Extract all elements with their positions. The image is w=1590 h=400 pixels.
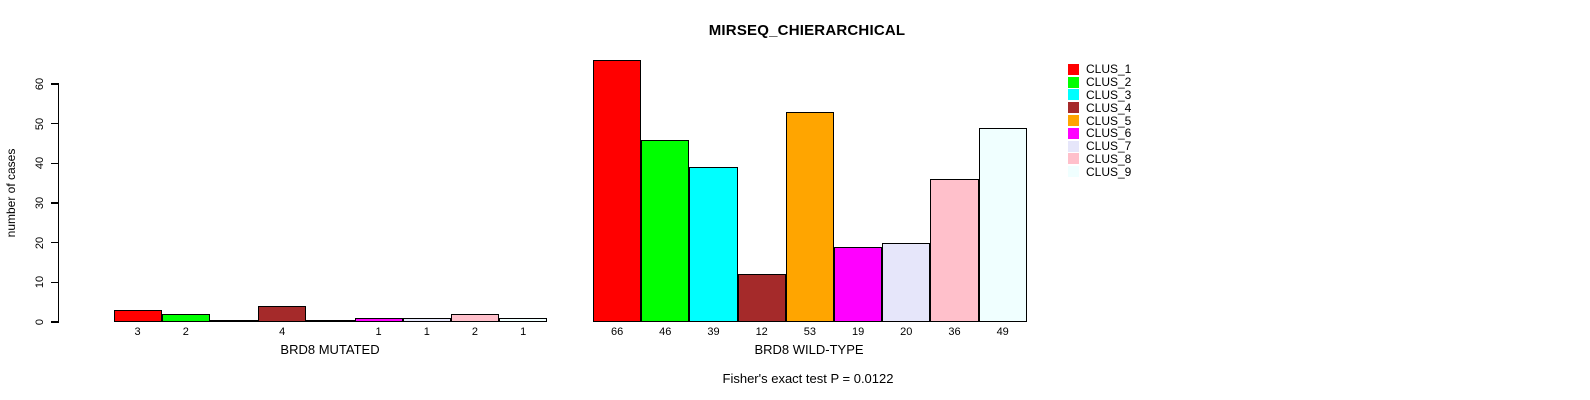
y-tick-mark <box>51 281 59 284</box>
bar <box>113 310 162 322</box>
bar-value-label: 19 <box>851 326 865 338</box>
y-tick-mark <box>51 83 59 85</box>
y-tick-label: 50 <box>34 117 46 130</box>
bar <box>641 139 690 322</box>
bar <box>499 318 548 322</box>
legend-color-swatch <box>1068 102 1079 114</box>
bar-value-label: 1 <box>520 326 527 338</box>
bar-value-label: 3 <box>134 326 141 338</box>
bar <box>930 179 979 322</box>
y-tick-label: 30 <box>34 196 46 210</box>
chart-title: MIRSEQ_CHIERARCHICAL <box>708 22 906 39</box>
x-axis-group-label-wildtype: BRD8 WILD-TYPE <box>754 342 864 357</box>
bar <box>834 246 883 322</box>
legend-color-swatch <box>1068 166 1079 178</box>
y-tick-mark <box>51 241 59 244</box>
bar-value-label: 46 <box>659 326 672 338</box>
bar-value-label: 36 <box>948 326 961 338</box>
bar <box>354 318 403 322</box>
y-tick-label: 10 <box>34 276 46 289</box>
legend-item-label: CLUS_9 <box>1086 164 1132 179</box>
legend-item-label: CLUS_1 <box>1086 62 1132 77</box>
x-axis-group-label-mutated: BRD8 MUTATED <box>280 342 380 357</box>
legend-item: CLUS_6 <box>1068 126 1132 141</box>
y-tick-mark <box>51 202 59 204</box>
bar <box>882 242 931 322</box>
fisher-test-annotation: Fisher's exact test P = 0.0122 <box>722 371 894 386</box>
bar-value-label: 49 <box>996 326 1009 338</box>
legend-item-label: CLUS_2 <box>1086 75 1132 90</box>
legend-item: CLUS_9 <box>1068 164 1132 179</box>
legend-color-swatch <box>1068 140 1079 152</box>
legend-item: CLUS_5 <box>1068 113 1132 128</box>
bar-value-label: 20 <box>900 326 913 338</box>
legend-item: CLUS_3 <box>1068 88 1132 102</box>
bar <box>161 314 210 322</box>
bar-value-label: 39 <box>707 326 720 338</box>
legend-color-swatch <box>1068 63 1079 75</box>
legend-item: CLUS_1 <box>1068 62 1132 77</box>
zero-height-bar <box>305 320 356 322</box>
y-tick-label: 60 <box>34 77 46 91</box>
bar-value-label: 12 <box>755 326 768 338</box>
bar-value-label: 4 <box>279 326 286 338</box>
bar <box>785 111 834 322</box>
bar <box>402 318 451 322</box>
bar-value-label: 2 <box>182 326 189 338</box>
y-axis-label: number of cases <box>4 148 18 238</box>
y-tick-label: 0 <box>34 318 46 326</box>
legend-item-label: CLUS_5 <box>1086 113 1132 128</box>
bar <box>593 60 642 322</box>
bar-value-label: 1 <box>423 326 430 338</box>
bar <box>689 167 738 322</box>
y-tick-label: 40 <box>34 157 46 170</box>
bar <box>258 306 307 322</box>
legend-color-swatch <box>1068 153 1079 165</box>
legend-item-label: CLUS_4 <box>1086 100 1132 115</box>
legend-item: CLUS_2 <box>1068 75 1132 90</box>
bar <box>450 314 500 322</box>
bar-value-label: 53 <box>803 326 817 338</box>
y-tick-mark <box>51 321 59 323</box>
bar-value-label: 1 <box>375 326 382 338</box>
legend-item: CLUS_4 <box>1068 100 1132 115</box>
legend-item: CLUS_8 <box>1068 151 1132 166</box>
legend-color-swatch <box>1068 115 1079 127</box>
zero-height-bar <box>208 320 260 322</box>
legend-item-label: CLUS_8 <box>1086 151 1132 166</box>
y-tick-mark <box>51 162 59 165</box>
y-tick-label: 20 <box>34 236 46 249</box>
legend-color-swatch <box>1068 127 1079 139</box>
legend-item-label: CLUS_6 <box>1086 126 1132 141</box>
legend-color-swatch <box>1068 76 1079 88</box>
legend: CLUS_1 CLUS_2 CLUS_3 CLUS_4 CLUS_5 CLUS_6 CLUS… <box>1068 62 1132 179</box>
bar <box>737 274 786 322</box>
legend-color-swatch <box>1068 89 1079 101</box>
legend-item: CLUS_7 <box>1068 139 1132 154</box>
bar <box>978 127 1027 322</box>
legend-item-label: CLUS_3 <box>1086 88 1132 102</box>
bar-value-label: 2 <box>471 326 479 338</box>
bar-value-label: 66 <box>610 326 624 338</box>
y-tick-mark <box>51 122 59 125</box>
legend-item-label: CLUS_7 <box>1086 139 1132 154</box>
